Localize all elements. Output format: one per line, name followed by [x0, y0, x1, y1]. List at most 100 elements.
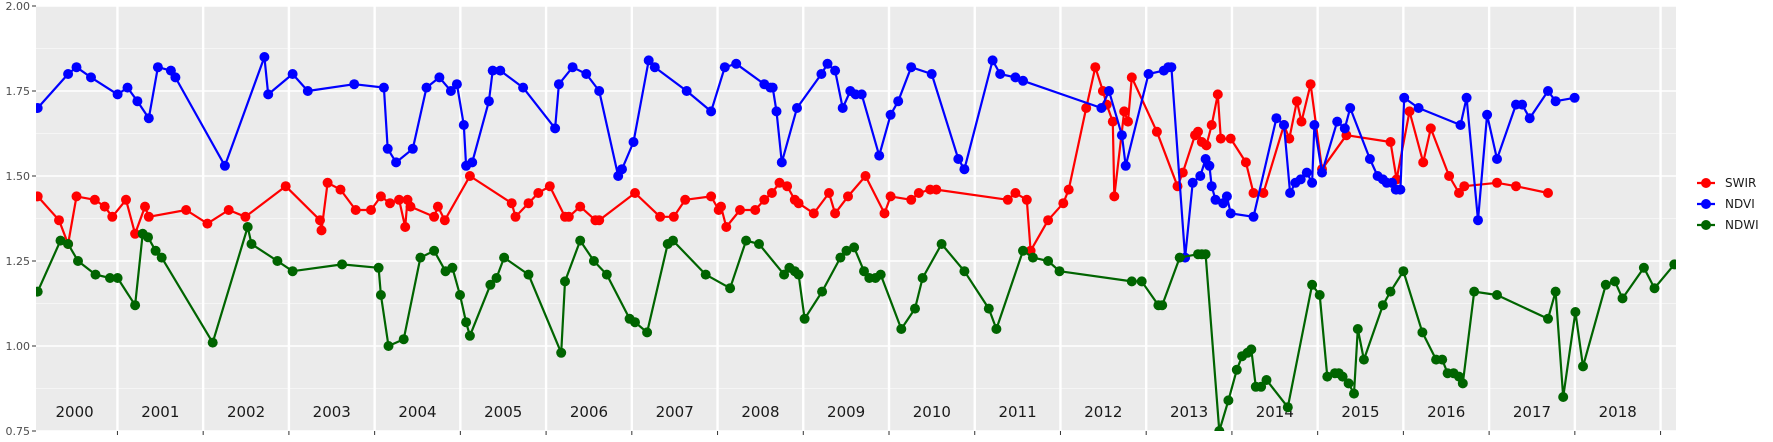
data-point	[550, 123, 561, 134]
data-point	[518, 82, 529, 93]
data-point	[1569, 92, 1580, 103]
data-point	[1043, 256, 1054, 266]
data-point	[601, 269, 612, 280]
legend-marker	[1701, 178, 1711, 188]
data-point	[246, 239, 257, 249]
data-point	[1301, 167, 1312, 178]
data-point	[1231, 364, 1242, 375]
data-point	[1096, 103, 1107, 113]
data-point	[874, 150, 885, 161]
series-ndwi	[36, 222, 1676, 431]
data-point	[849, 242, 860, 253]
y-tick-label: 2.00	[6, 0, 31, 13]
data-point	[1143, 69, 1154, 79]
data-point	[112, 89, 123, 100]
data-point	[458, 120, 469, 130]
data-point	[1305, 79, 1316, 90]
data-point	[487, 65, 498, 76]
data-point	[455, 290, 465, 300]
year-label: 2001	[141, 403, 179, 421]
data-point	[1558, 392, 1569, 402]
data-point	[36, 191, 43, 202]
data-point	[1307, 177, 1318, 188]
data-point	[107, 211, 118, 222]
data-point	[1119, 106, 1130, 117]
data-point	[776, 157, 787, 168]
data-point	[533, 188, 544, 198]
legend-item-swir: SWIR	[1697, 176, 1756, 190]
data-point	[156, 252, 167, 263]
legend: SWIR NDVI NDWI	[1697, 176, 1759, 232]
data-point	[774, 177, 785, 188]
data-point	[55, 235, 66, 246]
legend-marker	[1701, 199, 1711, 209]
data-point	[1258, 188, 1269, 198]
data-point	[1309, 120, 1320, 130]
legend-label: SWIR	[1725, 176, 1756, 190]
data-point	[421, 82, 432, 93]
data-point	[779, 269, 790, 280]
data-point	[1177, 167, 1188, 178]
data-point	[63, 69, 74, 79]
data-point	[434, 72, 445, 83]
legend-marker	[1701, 220, 1711, 230]
data-point	[1669, 259, 1676, 270]
data-point	[316, 225, 327, 236]
data-point	[491, 273, 502, 283]
year-label: 2018	[1599, 403, 1637, 421]
data-point	[335, 184, 346, 195]
data-point	[1492, 177, 1502, 188]
data-point	[817, 286, 828, 297]
data-point	[1337, 371, 1348, 382]
data-point	[1126, 276, 1137, 287]
data-point	[130, 300, 141, 311]
data-point	[1543, 313, 1553, 324]
data-point	[1174, 252, 1185, 263]
data-point	[36, 103, 43, 113]
data-point	[350, 205, 361, 215]
data-point	[1200, 249, 1211, 260]
data-point	[643, 55, 654, 66]
data-point	[885, 109, 896, 120]
data-point	[132, 96, 143, 107]
data-point	[1385, 137, 1396, 147]
data-point	[1459, 181, 1470, 192]
data-point	[782, 181, 793, 192]
data-point	[1201, 140, 1212, 151]
data-point	[1524, 113, 1535, 124]
data-point	[1090, 62, 1101, 73]
data-point	[349, 79, 360, 90]
data-point	[112, 273, 123, 283]
data-point	[63, 239, 74, 249]
data-point	[959, 266, 970, 277]
data-point	[485, 279, 496, 290]
data-point	[464, 171, 475, 181]
data-point	[906, 194, 917, 205]
year-label: 2000	[55, 403, 93, 421]
data-point	[1492, 290, 1502, 300]
data-point	[1600, 279, 1611, 290]
data-point	[1349, 388, 1359, 399]
data-point	[1461, 92, 1472, 103]
data-point	[837, 103, 848, 113]
data-point	[99, 201, 110, 212]
data-point	[407, 143, 418, 154]
data-point	[983, 303, 994, 314]
data-point	[856, 89, 867, 100]
data-point	[1358, 354, 1369, 365]
data-point	[1123, 116, 1133, 127]
year-label: 2016	[1427, 403, 1465, 421]
data-point	[1206, 181, 1217, 192]
data-point	[375, 191, 386, 202]
data-point	[1215, 133, 1226, 144]
data-point	[447, 262, 458, 273]
data-point	[150, 245, 161, 256]
data-point	[793, 198, 804, 209]
data-point	[1377, 300, 1388, 311]
data-point	[240, 211, 251, 222]
data-point	[987, 55, 998, 66]
data-point	[337, 259, 348, 270]
year-label: 2007	[656, 403, 694, 421]
data-point	[721, 222, 732, 232]
y-axis: 0.75 1.00 1.25 1.50 1.75 2.00	[6, 0, 1662, 438]
